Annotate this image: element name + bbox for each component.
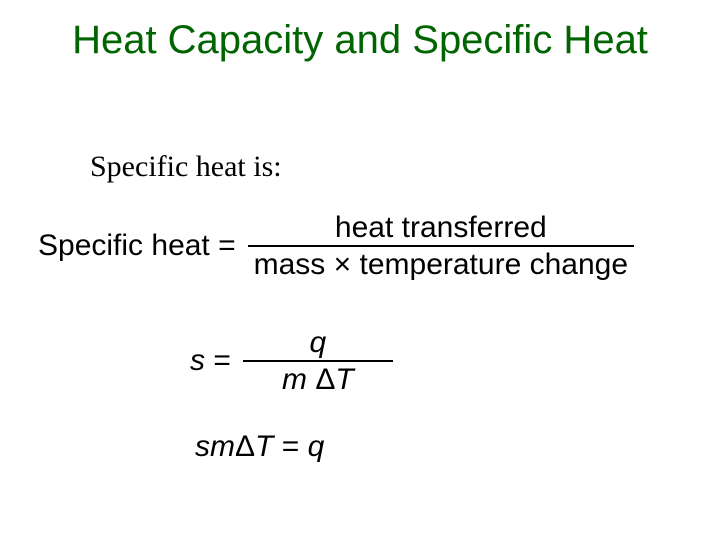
equation-words-fraction: heat transferred mass × temperature chan… [248,210,634,282]
denom-tempchange: temperature change [351,248,628,281]
slide: Heat Capacity and Specific Heat Specific… [0,0,720,540]
var-T: T [335,363,353,396]
equation-symbolic: s = q m ΔT [190,325,393,397]
var-m: m [210,430,235,463]
equation-words-lhs: Specific heat = [38,229,236,263]
var-q: q [308,430,325,463]
equation-rearranged: smΔT = q [195,430,324,464]
equation-words-denominator: mass × temperature change [248,247,634,282]
equation-rearranged-text: smΔT = q [195,430,324,464]
equation-words: Specific heat = heat transferred mass × … [38,210,634,282]
equation-symbolic-fraction: q m ΔT [243,325,393,397]
times-icon: × [334,248,352,281]
denom-mass: mass [254,248,334,281]
subhead: Specific heat is: [90,150,282,184]
equals-text: = [205,344,231,377]
slide-title: Heat Capacity and Specific Heat [0,18,720,63]
var-T: T [255,430,273,463]
var-m: m [282,363,315,396]
equals-text: = [273,430,307,463]
delta-icon: Δ [235,430,255,463]
delta-icon: Δ [315,363,335,396]
equation-symbolic-numerator: q [304,325,333,360]
equation-words-numerator: heat transferred [329,210,553,245]
var-q: q [310,326,327,359]
equation-symbolic-lhs: s = [190,344,231,378]
equation-symbolic-denominator: m ΔT [276,362,360,397]
var-s: s [190,344,205,377]
var-s: s [195,430,210,463]
